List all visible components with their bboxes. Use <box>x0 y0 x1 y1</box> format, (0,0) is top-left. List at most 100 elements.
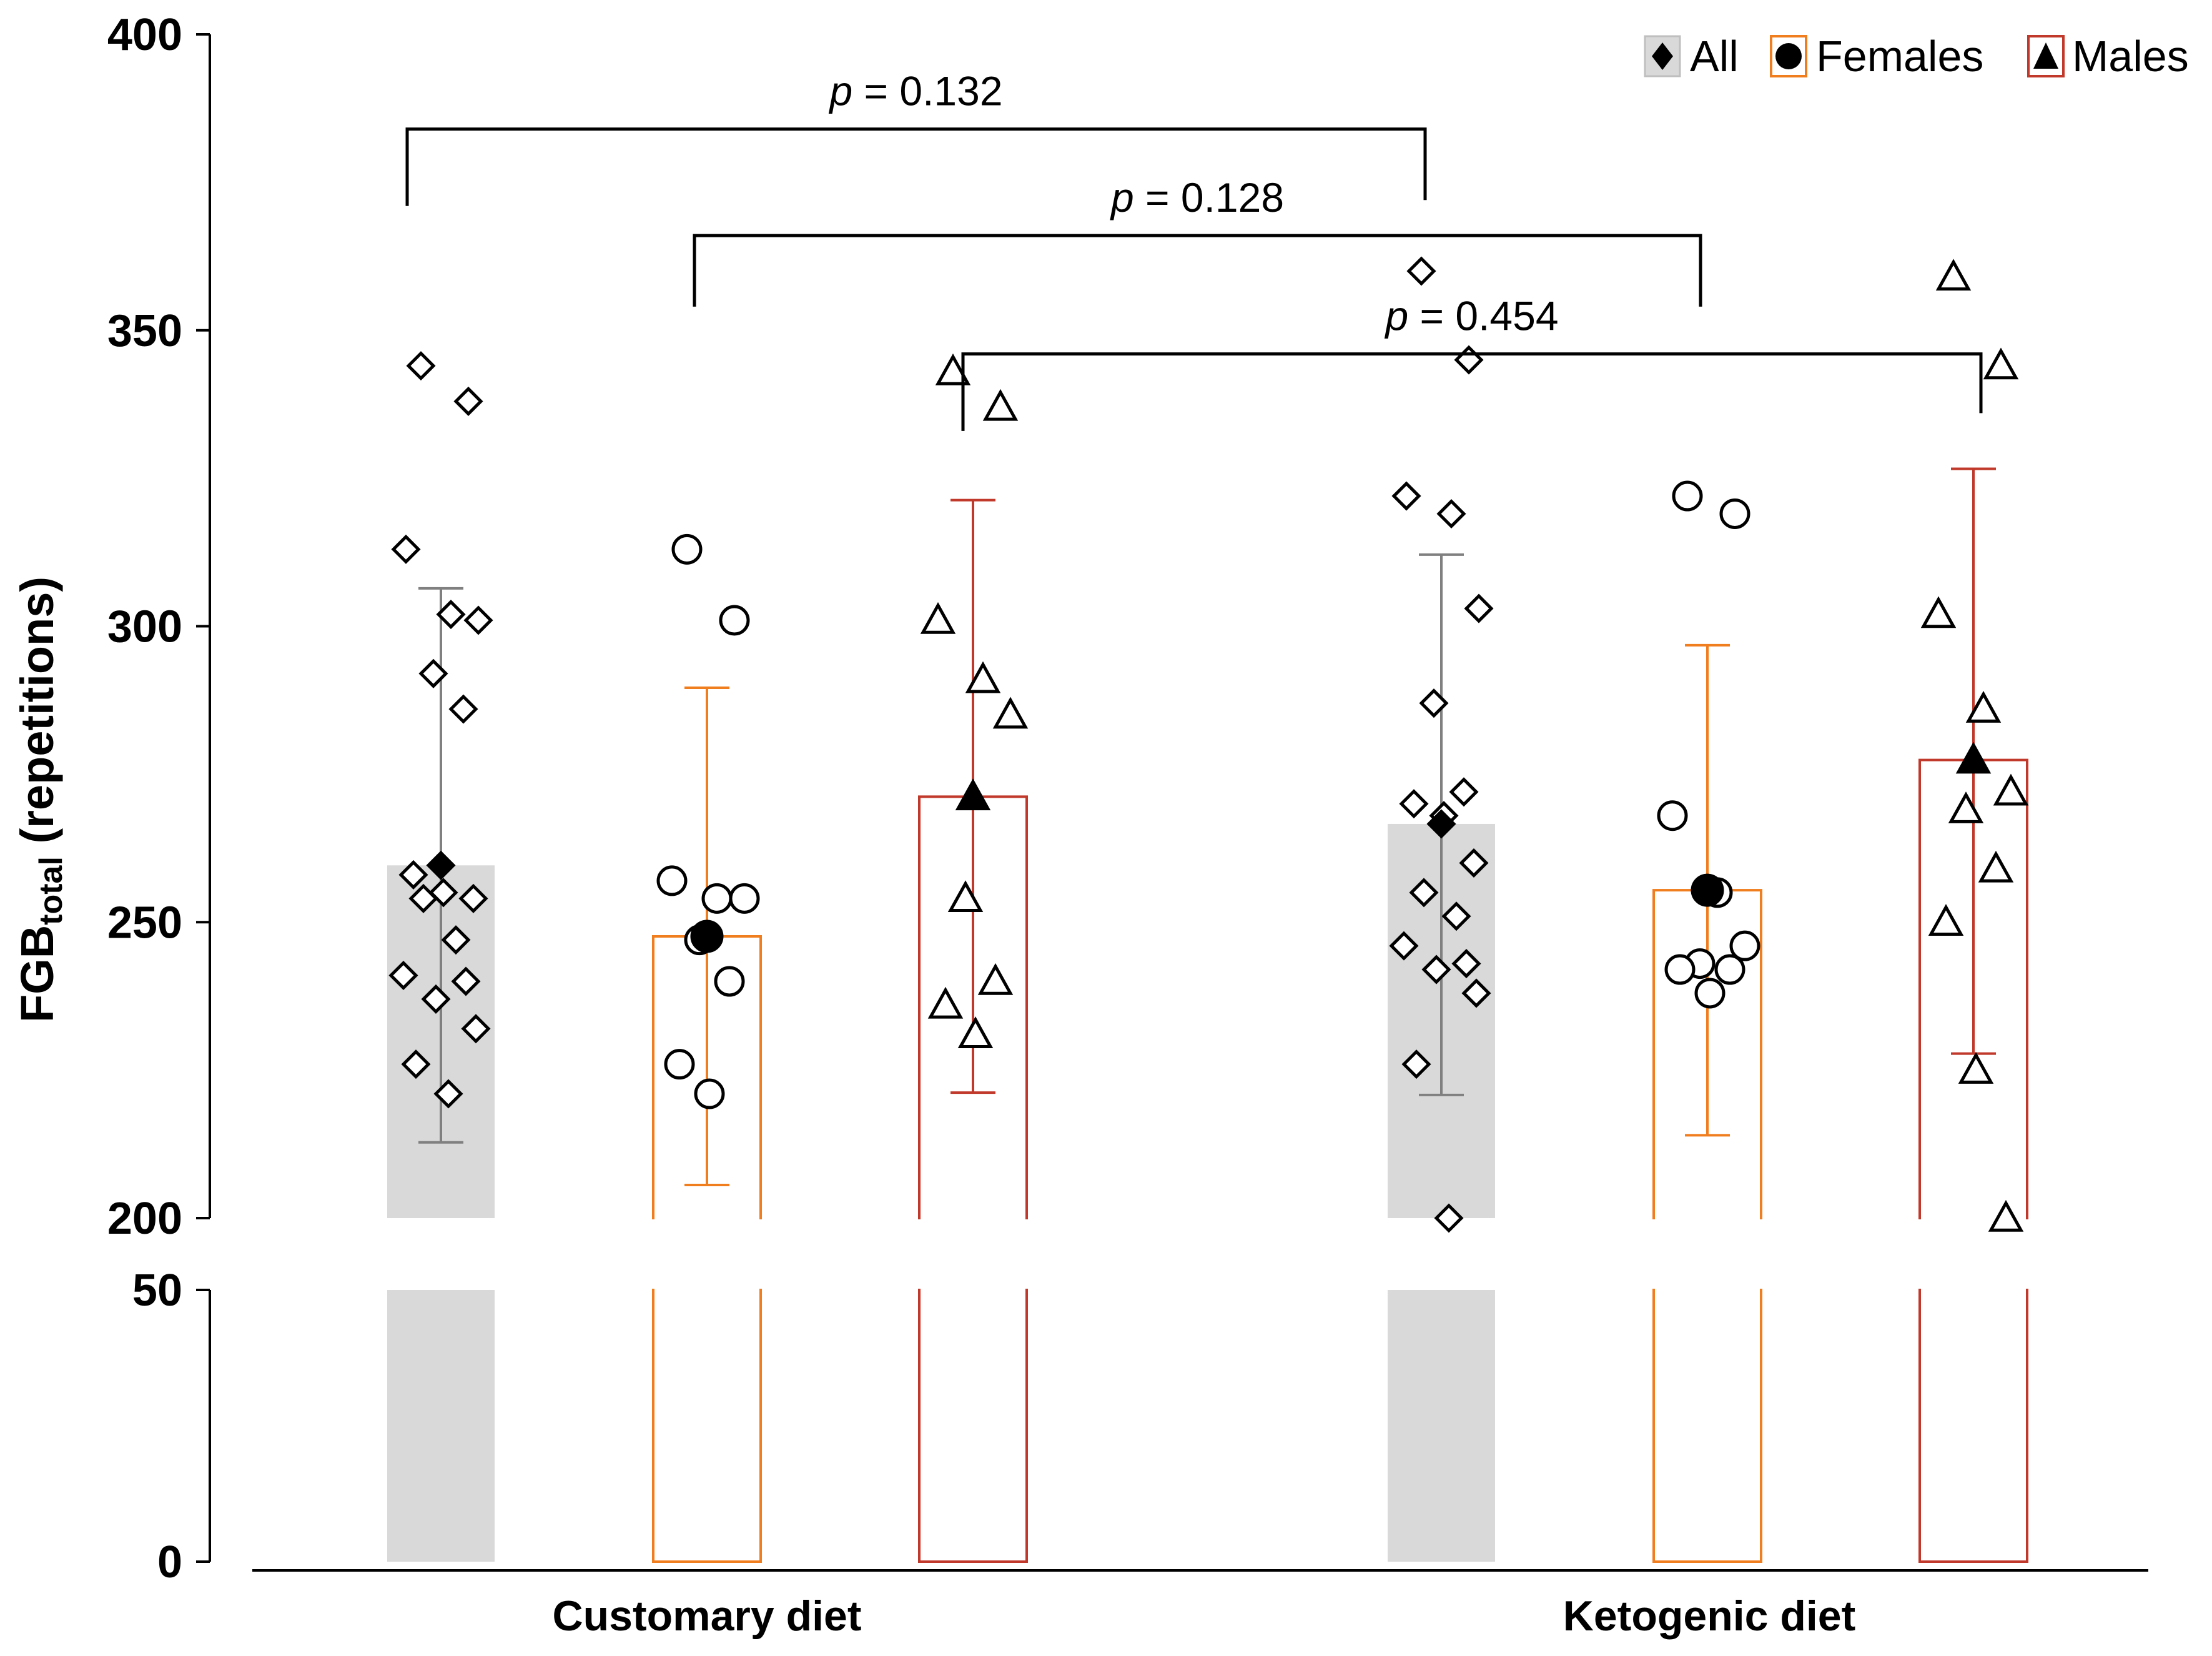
data-point <box>418 658 448 688</box>
data-point <box>1464 593 1494 623</box>
legend-females-label: Females <box>1816 32 1983 81</box>
data-point <box>927 986 964 1019</box>
bar-lower <box>387 1290 495 1562</box>
legend-males-marker <box>2033 42 2058 69</box>
data-point <box>398 860 428 890</box>
data-point <box>1729 930 1760 961</box>
y-tick-label: 400 <box>107 10 182 60</box>
data-point <box>977 963 1014 995</box>
data-point <box>1399 789 1429 819</box>
data-point <box>421 984 451 1014</box>
data-point <box>982 389 1019 421</box>
data-point <box>391 534 421 564</box>
data-point <box>1719 498 1750 529</box>
comparison-brackets: p = 0.132 p = 0.128 p = 0.454 <box>405 68 1983 431</box>
mean-marker <box>955 778 991 811</box>
data-point <box>1993 773 2029 806</box>
data-point <box>401 1049 431 1079</box>
y-ticks: 200 250 300 350 400 0 50 <box>107 10 210 1587</box>
data-point <box>453 386 483 416</box>
data-point <box>1672 480 1703 512</box>
data-point <box>406 351 436 381</box>
legend-males-label: Males <box>2072 32 2189 81</box>
data-point <box>1449 777 1479 807</box>
data-point <box>1451 949 1481 979</box>
data-point <box>1983 347 2019 380</box>
legend-all-label: All <box>1690 32 1739 81</box>
data-point <box>1935 259 1972 291</box>
data-point <box>701 883 733 914</box>
data-point <box>436 600 466 630</box>
comparison-p-value: p = 0.132 <box>828 68 1002 114</box>
data-point <box>1441 901 1471 931</box>
data-point <box>992 697 1029 729</box>
data-point <box>1436 498 1466 529</box>
data-point <box>428 878 458 908</box>
y-tick-label: 250 <box>107 898 182 948</box>
y-tick-label: 350 <box>107 306 182 356</box>
y-tick-label: 200 <box>107 1194 182 1244</box>
y-tick-label: 300 <box>107 602 182 652</box>
comparison-bracket <box>405 127 1427 206</box>
data-point <box>1461 978 1491 1008</box>
data-point <box>1664 954 1696 985</box>
data-point <box>1965 691 2002 723</box>
data-point <box>694 1078 725 1109</box>
mean-marker <box>1955 741 1992 774</box>
data-point <box>441 925 471 955</box>
data-point <box>461 1014 491 1044</box>
data-point <box>408 883 438 913</box>
mean-marker <box>1691 873 1724 907</box>
data-point <box>1389 931 1419 961</box>
data-point <box>714 966 745 997</box>
bar-lower <box>918 1289 1028 1563</box>
data-point <box>1714 954 1745 985</box>
data-point <box>463 605 493 635</box>
data-point <box>965 661 1001 693</box>
data-point <box>1920 596 1957 628</box>
data-point <box>1978 850 2014 883</box>
comparison-bracket <box>693 234 1702 307</box>
data-point <box>1948 791 1984 823</box>
data-point <box>458 883 488 913</box>
data-point <box>957 1016 994 1048</box>
data-point <box>1419 688 1449 718</box>
mean-marker <box>1426 809 1456 839</box>
bar-lower <box>652 1289 762 1563</box>
legend: All Females Males <box>1644 32 2189 81</box>
data-point <box>1406 256 1436 286</box>
data-point <box>1454 345 1484 375</box>
data-point <box>729 883 760 914</box>
data-point <box>1459 848 1489 878</box>
bars <box>387 758 2028 1563</box>
y-axis-label-sub: total <box>33 856 69 925</box>
y-axis-label-unit: (repetitions) <box>11 577 63 856</box>
data-point <box>1988 1199 2024 1232</box>
legend-all-marker <box>1652 42 1673 70</box>
mean-marker <box>690 920 724 953</box>
comparison-p-value: p = 0.454 <box>1384 293 1558 339</box>
data-point <box>671 533 703 565</box>
data-point <box>388 960 418 991</box>
data-point <box>1434 1203 1464 1233</box>
data-point <box>451 966 481 996</box>
data-point <box>1421 954 1451 984</box>
data-points <box>388 256 2029 1233</box>
bar-lower <box>1652 1289 1762 1563</box>
comparison-bracket <box>961 352 1983 431</box>
y-tick-label: 0 <box>157 1537 182 1587</box>
data-point <box>1409 878 1439 908</box>
legend-females-marker <box>1775 43 1802 69</box>
data-point <box>1694 978 1726 1009</box>
bar-lower <box>1918 1289 2028 1563</box>
data-point <box>448 694 478 724</box>
data-point <box>433 1079 463 1109</box>
y-tick-label: 50 <box>132 1266 182 1316</box>
data-point <box>664 1049 695 1080</box>
mean-marker <box>426 850 456 880</box>
comparison-p-value: p = 0.128 <box>1110 174 1284 221</box>
data-point <box>656 865 688 896</box>
data-point <box>947 880 984 913</box>
data-point <box>920 602 956 634</box>
